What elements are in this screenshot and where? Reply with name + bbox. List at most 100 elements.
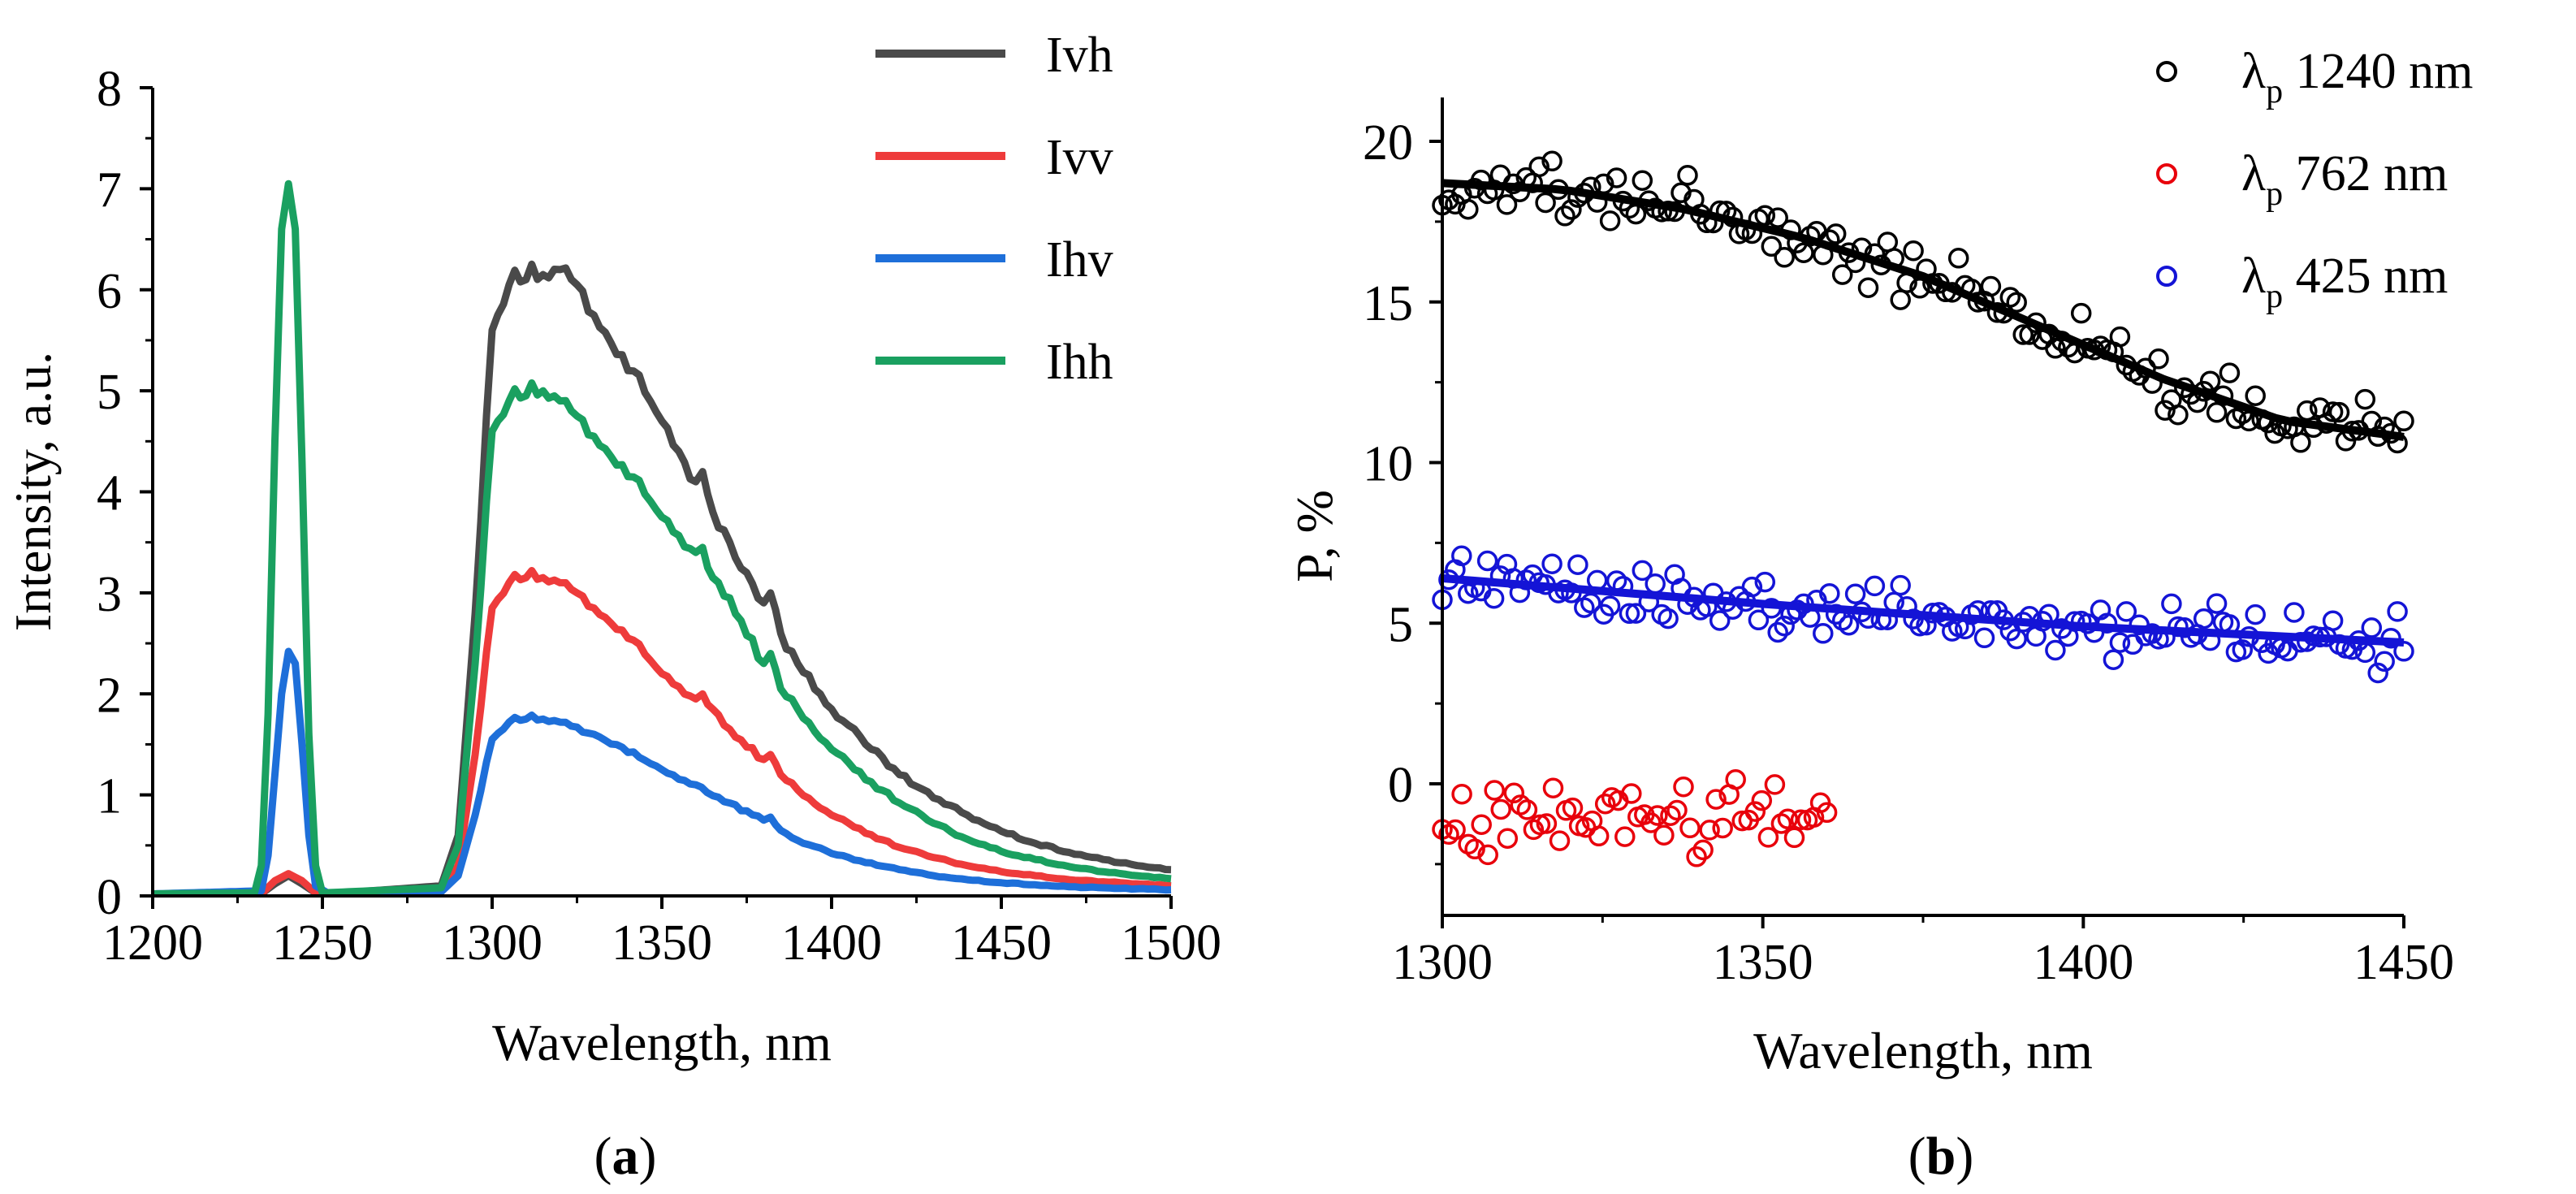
data-point <box>2006 292 2027 313</box>
data-point <box>2354 388 2376 410</box>
data-point <box>2122 634 2144 655</box>
legend-marker <box>2156 163 2177 184</box>
panel-a-ticks: 1200 1250 1300 1350 1400 1450 1500 0 1 2 3 4 5 6 7 8 <box>97 62 1221 971</box>
data-point <box>2225 408 2247 430</box>
data-point <box>2193 608 2215 629</box>
data-point <box>1712 817 1733 839</box>
data-point <box>1497 828 1519 849</box>
data-point <box>1757 827 1779 848</box>
x-tick-label: 1450 <box>951 915 1052 971</box>
data-point <box>1451 783 1472 805</box>
data-point <box>1614 826 1636 847</box>
legend-label-Ihv: Ihv <box>1046 232 1113 288</box>
data-point <box>1692 839 1714 861</box>
data-point <box>1567 554 1588 575</box>
data-point <box>1666 799 1688 821</box>
data-point <box>1471 814 1492 835</box>
data-point <box>1709 610 1731 631</box>
data-point <box>1621 783 1642 804</box>
data-point <box>1699 820 1720 841</box>
data-point <box>2245 385 2266 406</box>
data-point <box>1890 574 1911 596</box>
data-point <box>2245 603 2266 625</box>
data-point <box>1599 210 1621 231</box>
data-point <box>1541 553 1562 574</box>
y-tick-label: 4 <box>97 466 122 521</box>
legend-label: λp 425 nm <box>2241 249 2448 315</box>
data-point <box>1458 582 1479 604</box>
y-tick-label: 7 <box>97 162 122 218</box>
x-tick-label: 1400 <box>781 915 882 971</box>
data-point <box>1562 797 1584 819</box>
data-point <box>1777 808 1799 830</box>
y-tick-label: 5 <box>1388 597 1413 652</box>
data-point <box>1767 207 1788 228</box>
data-point <box>2045 639 2066 661</box>
panel-a-xlabel: Wavelength, nm <box>492 1014 832 1071</box>
data-point <box>1476 550 1498 572</box>
x-tick-label: 1450 <box>2353 935 2454 990</box>
legend-label: λp 762 nm <box>2241 146 2448 213</box>
data-point <box>1783 827 1805 849</box>
data-point <box>1625 603 1647 624</box>
data-point <box>1541 150 1562 172</box>
data-point <box>1903 240 1924 262</box>
data-point <box>2322 401 2344 422</box>
data-point <box>1445 819 1466 841</box>
y-tick-label: 1 <box>97 769 122 824</box>
data-point <box>2297 400 2318 422</box>
data-point <box>2161 593 2182 615</box>
data-point <box>1725 768 1746 790</box>
data-point <box>2387 601 2408 622</box>
data-point <box>2109 632 2131 653</box>
y-tick-label: 10 <box>1363 437 1413 492</box>
data-point <box>1774 247 1795 268</box>
y-tick-label: 15 <box>1363 276 1413 331</box>
data-point <box>1489 164 1511 186</box>
data-point <box>1751 790 1773 811</box>
panel-b-ticks: 1300 1350 1400 1450 0 5 10 15 20 <box>1363 115 2454 990</box>
data-point <box>1606 167 1627 188</box>
data-point <box>1890 289 1911 310</box>
data-point <box>2374 651 2395 673</box>
data-point <box>1679 817 1701 839</box>
data-point <box>2328 401 2350 423</box>
data-point <box>2155 400 2176 421</box>
data-point <box>2070 302 2092 324</box>
data-point <box>1477 844 1498 866</box>
x-tick-label: 1250 <box>272 915 373 971</box>
x-tick-label: 1300 <box>1392 935 1493 990</box>
y-tick-label: 5 <box>97 365 122 420</box>
y-tick-label: 0 <box>1388 758 1413 813</box>
data-point <box>2116 601 2137 622</box>
data-point <box>1536 813 1558 834</box>
data-point <box>1813 623 1834 644</box>
y-tick-label: 2 <box>97 668 122 723</box>
data-point <box>1561 199 1582 220</box>
panel-a-caption: (a) <box>594 1127 657 1186</box>
data-point <box>1483 587 1505 609</box>
data-point <box>1980 275 2002 297</box>
data-point <box>1660 805 1681 826</box>
data-point <box>1754 571 1776 593</box>
data-point <box>1503 782 1525 804</box>
legend-label-Ivv: Ivv <box>1046 130 1113 185</box>
data-point <box>1677 165 1698 186</box>
data-point <box>1528 156 1549 178</box>
y-tick-label: 3 <box>97 567 122 622</box>
series-line-Ihh <box>153 180 1172 898</box>
data-point <box>1816 802 1838 824</box>
data-point <box>1549 830 1571 851</box>
x-tick-label: 1350 <box>612 915 712 971</box>
x-tick-label: 1200 <box>102 915 203 971</box>
y-tick-label: 6 <box>97 264 122 319</box>
data-point <box>1741 576 1763 598</box>
data-point <box>1599 595 1621 616</box>
data-point <box>1458 198 1479 220</box>
data-point <box>2284 602 2305 623</box>
data-point <box>2393 410 2414 432</box>
data-point <box>1464 838 1485 860</box>
data-point <box>1653 824 1675 846</box>
data-point <box>1864 575 1886 597</box>
